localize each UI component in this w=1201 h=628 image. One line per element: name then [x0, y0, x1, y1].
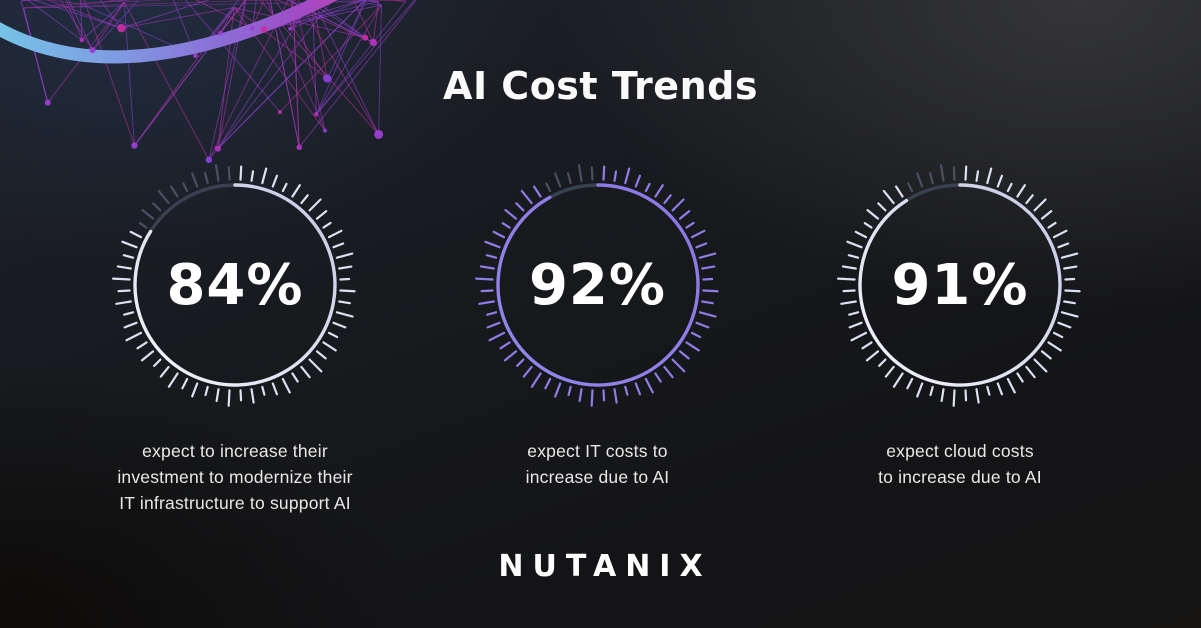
caption-line: expect cloud costs [886, 441, 1034, 461]
gauge-chart-91 [836, 164, 1081, 407]
stats-row: 84% expect to increase their investment … [106, 160, 1089, 516]
page-title: AI Cost Trends [443, 64, 758, 108]
gradient-arc-decoration [0, 0, 338, 64]
stat-caption-92: expect IT costs to increase due to AI [526, 438, 670, 490]
stat-value-92: 92% [528, 252, 667, 318]
caption-line: expect to increase their [142, 441, 328, 461]
stat-value-84: 84% [166, 252, 304, 318]
stat-card-it-costs: 92% expect IT costs to increase due to A… [469, 160, 727, 516]
caption-line: to increase due to AI [878, 467, 1042, 487]
gauge-84-wrap: 84% [110, 160, 360, 410]
nutanix-logo-wordmark: NUTANIX [498, 549, 712, 584]
gauge-chart-92 [474, 164, 719, 407]
stat-card-cloud-costs: 91% expect cloud costs to increase due t… [831, 160, 1089, 516]
stat-card-it-investment: 84% expect to increase their investment … [106, 160, 364, 516]
gauge-chart-84 [111, 164, 356, 407]
caption-line: investment to modernize their [117, 467, 353, 487]
gauge-92-wrap: 92% [473, 160, 723, 410]
caption-line: expect IT costs to [527, 441, 668, 461]
stat-caption-91: expect cloud costs to increase due to AI [878, 438, 1042, 490]
stat-value-91: 91% [891, 252, 1029, 318]
gauge-91-wrap: 91% [835, 160, 1085, 410]
caption-line: IT infrastructure to support AI [119, 493, 351, 513]
caption-line: increase due to AI [525, 467, 670, 487]
stat-caption-84: expect to increase their investment to m… [117, 438, 352, 516]
